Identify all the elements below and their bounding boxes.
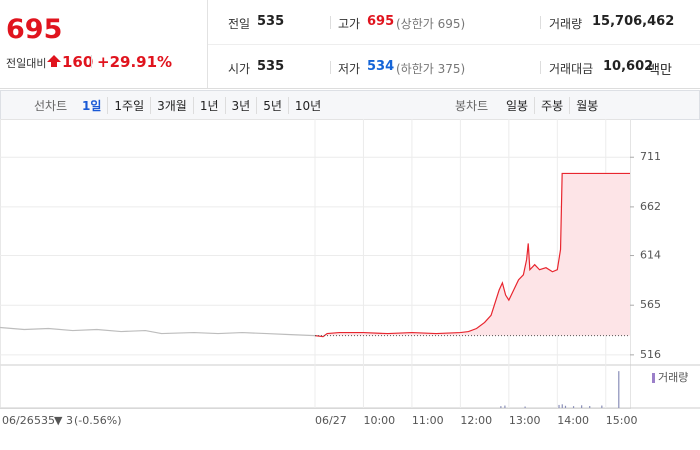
y-tick-label: 662 <box>640 200 661 213</box>
period-tab[interactable]: 10년 <box>287 97 327 114</box>
divider <box>330 16 331 29</box>
x-tick-label: 15:00 <box>606 414 638 427</box>
period-tab[interactable]: 1주일 <box>107 97 150 114</box>
change-pct: +29.91% <box>97 53 173 71</box>
prev-change: ▼ 3 <box>54 414 73 427</box>
price-line <box>0 326 316 337</box>
y-tick-label: 565 <box>640 298 661 311</box>
x-tick-label: 11:00 <box>412 414 444 427</box>
period-tab[interactable]: 5년 <box>256 97 288 114</box>
volume-bar <box>564 405 567 408</box>
volume-bar <box>500 406 502 408</box>
divider <box>207 0 208 88</box>
prev-close: 535 <box>34 414 55 427</box>
stat-label: 시가 <box>228 62 251 76</box>
stat-label: 고가 <box>338 17 361 31</box>
y-tick-label: 711 <box>640 150 661 163</box>
period-tab[interactable]: 일봉 <box>506 99 529 113</box>
candle-chart-label: 봉차트 <box>455 99 489 113</box>
volume-bar <box>618 371 620 408</box>
volume-bar <box>572 406 575 408</box>
legend-swatch <box>652 373 655 383</box>
volume-bar <box>504 405 506 408</box>
prev-change-pct: (-0.56%) <box>74 414 122 427</box>
header <box>0 0 700 89</box>
period-tab[interactable]: 3년 <box>224 97 257 114</box>
stat-value: 10,602 <box>603 59 654 74</box>
volume-bar <box>558 404 560 408</box>
candle-tabs: 일봉 주봉 월봉 <box>500 97 604 114</box>
stat-value: 535 <box>257 59 285 74</box>
divider <box>540 61 541 74</box>
area-fill <box>315 173 630 337</box>
period-tab[interactable]: 3개월 <box>150 97 193 114</box>
legend-label: 거래량 <box>658 371 688 384</box>
stat-label: 저가 <box>338 62 361 76</box>
change: 160 <box>62 53 94 71</box>
stat-value: 534 <box>367 59 395 74</box>
line-chart-label: 선차트 <box>34 99 68 113</box>
volume-bar <box>581 405 583 408</box>
stat-label: 거래대금 <box>549 62 594 76</box>
period-tabs: 1일 1주일 3개월 1년 3년 5년 10년 <box>76 97 327 114</box>
y-tick-label: 516 <box>640 348 661 361</box>
x-tick-label: 14:00 <box>557 414 589 427</box>
period-tab[interactable]: 주봉 <box>534 97 569 114</box>
divider <box>91 55 92 68</box>
chart: 711 662 614 565 516 06/26 06/27 10:00 11:00 12:00… <box>0 119 700 427</box>
stat-note: (상한가 695) <box>396 17 466 31</box>
x-tick-label: 06/27 <box>315 414 347 427</box>
divider <box>330 61 331 74</box>
change-label: 전일대비 <box>6 57 47 70</box>
x-tick-label: 13:00 <box>509 414 541 427</box>
x-tick-label: 06/26 <box>2 414 34 427</box>
x-tick-label: 12:00 <box>460 414 492 427</box>
y-tick-label: 614 <box>640 249 661 262</box>
period-tab[interactable]: 월봉 <box>569 97 604 114</box>
period-tab[interactable]: 1년 <box>192 97 225 114</box>
stat-note: (하한가 375) <box>396 62 466 76</box>
stat-value: 535 <box>257 14 285 29</box>
stat-value: 695 <box>367 14 395 29</box>
divider <box>540 16 541 29</box>
up-arrow <box>47 55 61 67</box>
volume-bar <box>589 406 591 408</box>
period-tab[interactable]: 1일 <box>82 99 102 113</box>
price-line <box>314 172 630 338</box>
volume-bar <box>601 405 603 408</box>
volume-bar <box>524 406 526 408</box>
divider <box>208 44 700 45</box>
stat-unit: 백만 <box>648 63 672 78</box>
x-tick-label: 10:00 <box>363 414 395 427</box>
volume-bar <box>561 404 563 408</box>
stat-label: 전일 <box>228 17 251 31</box>
stat-value: 15,706,462 <box>592 14 675 29</box>
stat-label: 거래량 <box>549 17 583 31</box>
current-price: 695 <box>6 14 63 45</box>
